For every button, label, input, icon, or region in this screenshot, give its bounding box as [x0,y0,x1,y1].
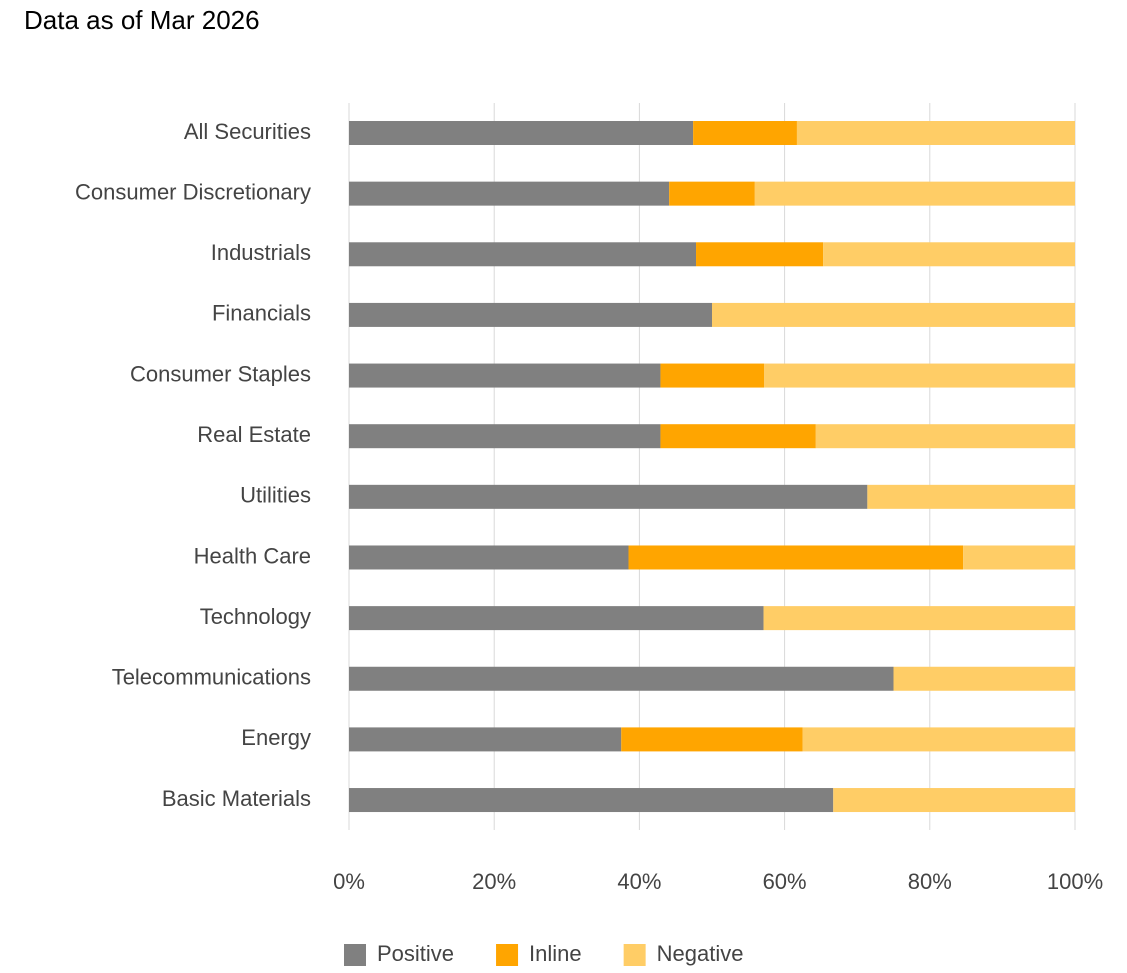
bar-segment [696,242,824,267]
bar-segment [349,606,764,631]
legend-label: Negative [657,941,744,966]
bar-segment [893,666,1075,691]
y-tick-label: Real Estate [197,422,311,447]
y-tick-label: Technology [200,604,311,629]
x-tick-label: 80% [908,869,952,894]
y-tick-label: All Securities [184,119,311,144]
legend-swatch [344,944,366,966]
bar-segment [660,363,765,388]
bar-segment [349,666,894,691]
y-tick-label: Consumer Discretionary [75,179,311,204]
bar-segment [349,181,670,206]
bar-segment [349,242,697,267]
bar-segment [796,121,1075,145]
bar-segment [349,484,868,509]
bar-segment [802,727,1075,752]
y-tick-label: Health Care [194,543,311,568]
y-tick-label: Utilities [240,483,311,508]
bar-segment [349,302,712,327]
legend-swatch [623,944,646,966]
bar-segment [349,727,622,752]
y-tick-label: Consumer Staples [130,361,311,386]
y-tick-label: Energy [241,725,311,750]
bar-segment [349,424,661,449]
bar-segment [349,788,834,813]
y-tick-label: Industrials [211,240,311,265]
chart-title: Data as of Mar 2026 [24,5,260,35]
x-tick-label: 20% [472,869,516,894]
y-tick-label: Financials [212,301,311,326]
x-tick-label: 60% [763,869,807,894]
bar-segment [693,121,797,145]
bar-segment [621,727,803,752]
legend-label: Inline [529,941,582,966]
bar-segment [669,181,755,206]
bar-segment [349,545,629,570]
bar-segment [823,242,1075,267]
legend-swatch [496,944,519,966]
bar-segment [754,181,1075,206]
y-tick-label: Telecommunications [112,665,311,690]
bar-segment [764,363,1075,388]
bar-segment [349,121,694,145]
bar-segment [963,545,1075,570]
bar-segment [349,363,661,388]
bar-segment [763,606,1075,631]
bar-segment [867,484,1075,509]
bar-segment [815,424,1075,449]
y-tick-label: Basic Materials [162,786,311,811]
x-tick-label: 0% [333,869,365,894]
bar-segment [833,788,1075,813]
legend-label: Positive [377,941,454,966]
x-tick-label: 40% [617,869,661,894]
x-tick-label: 100% [1047,869,1103,894]
bar-segment [660,424,816,449]
bar-segment [712,302,1075,327]
bar-segment [628,545,964,570]
